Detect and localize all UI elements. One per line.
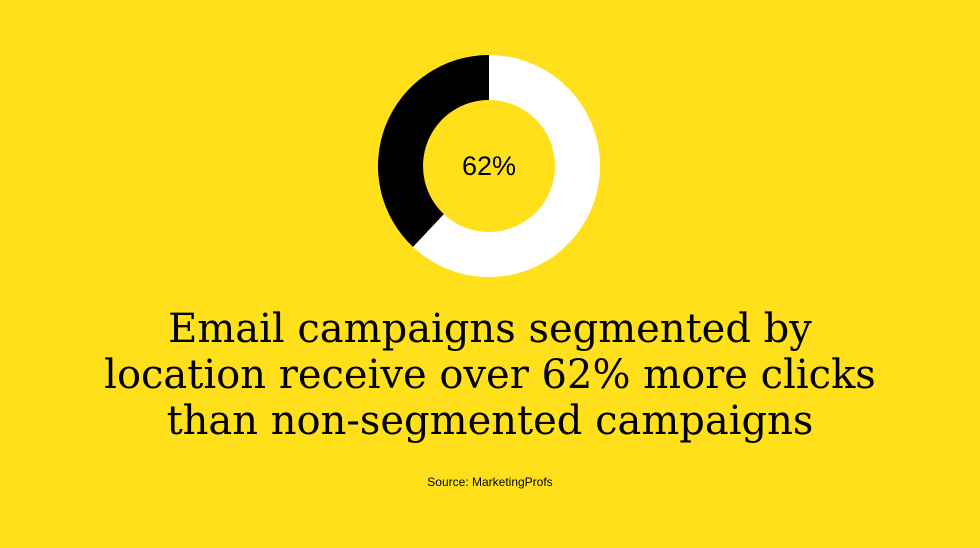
headline: Email campaigns segmented by location re…	[0, 306, 980, 444]
donut-slice-2	[378, 55, 489, 247]
donut-center-label: 62%	[462, 151, 516, 181]
headline-line-1: Email campaigns segmented by	[168, 306, 812, 352]
donut-slice-1	[413, 55, 600, 277]
source-citation: Source: MarketingProfs	[427, 475, 553, 489]
headline-line-3: than non-segmented campaigns	[166, 398, 814, 444]
headline-line-2: location receive over 62% more clicks	[104, 352, 876, 398]
donut-slices	[378, 55, 600, 277]
